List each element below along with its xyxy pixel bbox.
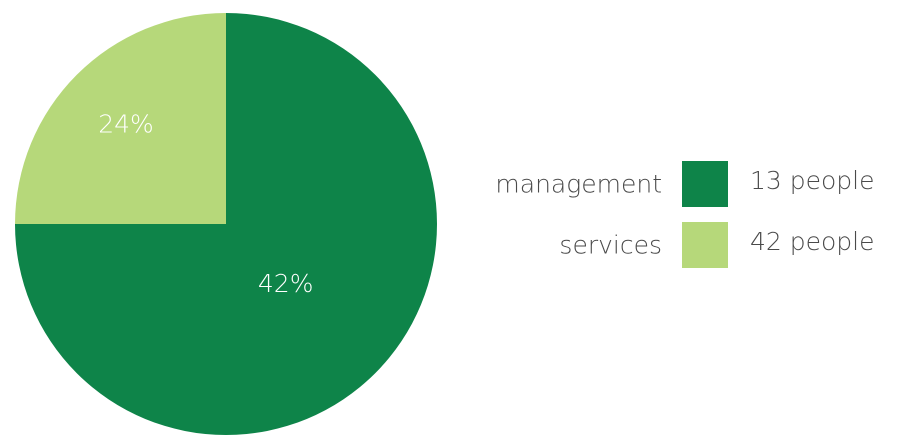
legend-item-services: services 42 people: [440, 222, 900, 268]
legend-swatch: [682, 222, 728, 268]
legend-label: services: [559, 230, 662, 260]
legend-item-management: management 13 people: [440, 161, 900, 207]
pie-slices: [15, 13, 437, 435]
legend-label: management: [495, 169, 662, 199]
legend-value: 13 people: [750, 166, 875, 196]
pie-slice-services: [15, 13, 226, 224]
pie-slice-label-management: 42%: [258, 269, 314, 298]
pie-slice-labels: 42% 24%: [98, 110, 313, 299]
pie-slice-label-services: 24%: [98, 110, 154, 139]
legend-swatch: [682, 161, 728, 207]
legend-value: 42 people: [750, 227, 875, 257]
